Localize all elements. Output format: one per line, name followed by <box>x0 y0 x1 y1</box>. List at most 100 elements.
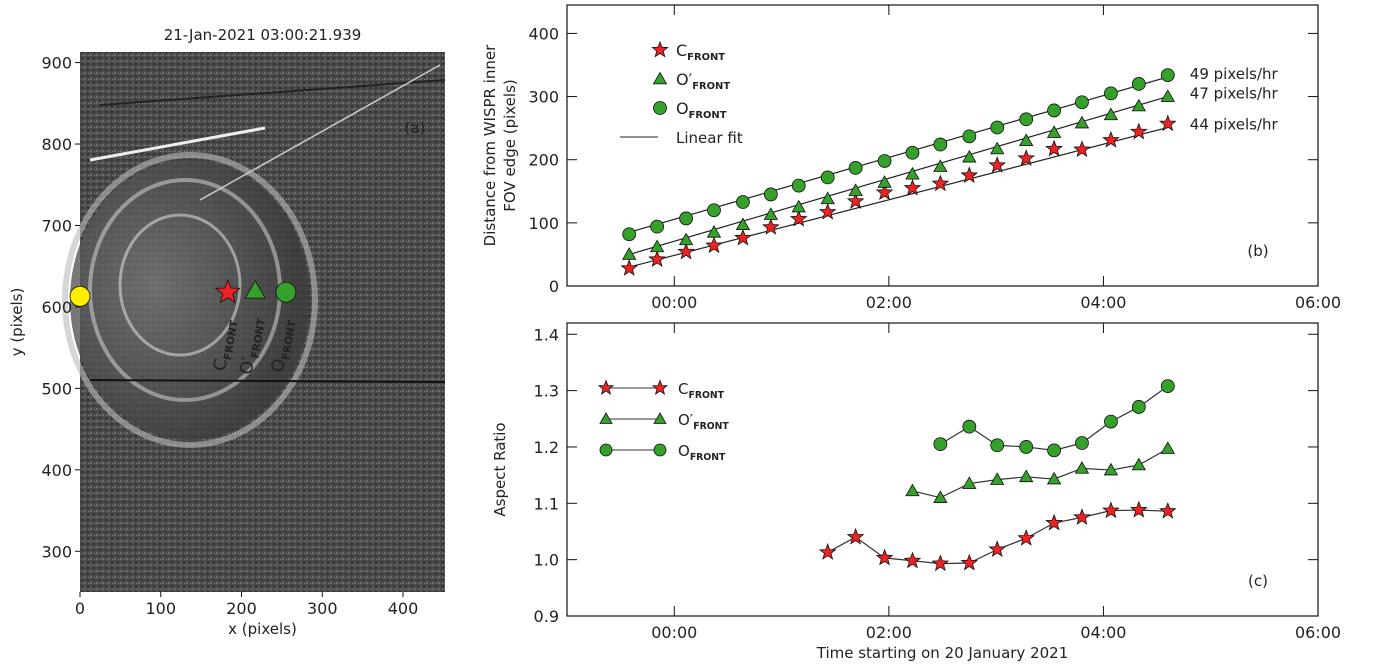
circle-marker <box>1131 77 1146 91</box>
triangle-marker <box>1018 469 1034 483</box>
triangle-marker <box>933 159 948 172</box>
legend-label: Linear fit <box>676 129 743 147</box>
x-tick-label: 02:00 <box>866 293 912 312</box>
label-main: O <box>268 357 290 374</box>
triangle-marker <box>877 175 892 188</box>
star-marker <box>1130 500 1148 518</box>
circle-marker <box>1160 68 1175 82</box>
label-main: C <box>678 380 688 398</box>
triangle-marker <box>1074 115 1090 129</box>
circle-marker <box>933 437 948 452</box>
x-tick-label: 00:00 <box>651 293 697 312</box>
triangle-marker <box>244 279 266 299</box>
y-tick-label: 1.0 <box>534 551 559 570</box>
triangle-marker <box>735 217 751 231</box>
rate-label: 44 pixels/hr <box>1190 116 1279 134</box>
y-tick-label: 400 <box>528 24 559 43</box>
triangle-marker <box>1103 462 1119 476</box>
circle-marker <box>820 170 835 185</box>
x-tick-label: 0 <box>75 599 85 618</box>
star-marker <box>677 242 695 260</box>
label-sub: FRONT <box>693 421 729 432</box>
star-marker <box>762 217 780 235</box>
y-tick-label: 0 <box>549 277 559 296</box>
y-axis-label: Distance from WISPR inner <box>481 44 499 246</box>
y-axis-label: Aspect Ratio <box>491 422 509 516</box>
star-marker <box>1045 139 1063 157</box>
circle-marker <box>736 195 750 209</box>
legend-marker <box>653 101 667 115</box>
x-tick-label: 300 <box>307 599 338 618</box>
series-label: CFRONT <box>678 380 725 401</box>
x-axis-label: Time starting on 20 January 2021 <box>816 644 1069 662</box>
y-tick-label: 100 <box>528 214 559 233</box>
triangle-marker <box>1131 457 1147 471</box>
triangle-marker <box>1131 98 1147 112</box>
legend-marker <box>651 40 669 58</box>
circle-marker <box>990 120 1005 135</box>
circle-marker <box>905 145 920 160</box>
star-marker <box>931 174 950 192</box>
star-marker <box>903 551 922 569</box>
star-marker <box>1159 114 1177 132</box>
x-tick-label: 100 <box>145 599 176 618</box>
triangle-marker <box>1074 461 1090 474</box>
circle-marker <box>275 281 297 303</box>
rate-label: 47 pixels/hr <box>1190 85 1279 103</box>
plot-frame <box>566 4 1319 287</box>
label-main: C <box>676 41 687 60</box>
triangle-marker <box>1160 441 1175 454</box>
star-marker <box>988 156 1006 173</box>
circle-marker <box>1047 103 1061 118</box>
circle-marker <box>962 129 977 144</box>
y-tick-label: 800 <box>41 135 72 154</box>
y-tick-label: 1.3 <box>534 382 559 401</box>
y-tick-label: 900 <box>41 54 72 73</box>
rate-label: 49 pixels/hr <box>1190 65 1279 83</box>
x-tick-label: 04:00 <box>1080 293 1126 312</box>
series-label: O′FRONT <box>678 411 729 432</box>
y-tick-label: 300 <box>528 88 559 107</box>
star-marker <box>875 548 894 566</box>
star-marker <box>960 166 979 184</box>
series-line <box>940 385 1169 451</box>
star-marker <box>1073 140 1091 158</box>
label-main: O′ <box>236 356 259 377</box>
legend-marker <box>653 443 667 457</box>
legend-marker <box>599 443 613 457</box>
circle-marker <box>1104 414 1118 429</box>
triangle-marker <box>791 199 806 213</box>
circle-marker <box>1075 436 1089 450</box>
star-marker <box>846 192 865 209</box>
star-marker <box>648 250 666 268</box>
star-marker <box>734 228 752 246</box>
triangle-marker <box>1160 89 1175 102</box>
circle-marker <box>1019 112 1034 127</box>
series-line <box>912 448 1169 499</box>
triangle-marker <box>990 472 1005 485</box>
triangle-marker <box>1018 133 1034 147</box>
y-tick-label: 300 <box>41 542 72 561</box>
label-sub: FRONT <box>688 390 724 401</box>
series-label: CFRONT <box>676 41 725 63</box>
triangle-marker <box>905 483 920 497</box>
circle-marker <box>1160 379 1175 394</box>
star-marker <box>818 202 837 220</box>
legend-marker <box>597 379 615 396</box>
star-marker <box>903 178 922 196</box>
triangle-marker <box>905 166 920 180</box>
star-marker <box>214 278 241 304</box>
label-sub: FRONT <box>690 452 726 463</box>
panel-label: (a) <box>405 119 426 137</box>
label-main: O <box>676 99 689 118</box>
star-marker <box>846 527 865 545</box>
circle-marker <box>763 187 778 202</box>
x-tick-label: 06:00 <box>1295 293 1341 312</box>
y-tick-label: 1.4 <box>534 325 559 344</box>
circle-marker <box>962 419 977 434</box>
star-marker <box>875 183 894 201</box>
circle-marker <box>650 219 665 234</box>
triangle-marker <box>820 191 835 205</box>
triangle-marker <box>1046 125 1062 138</box>
